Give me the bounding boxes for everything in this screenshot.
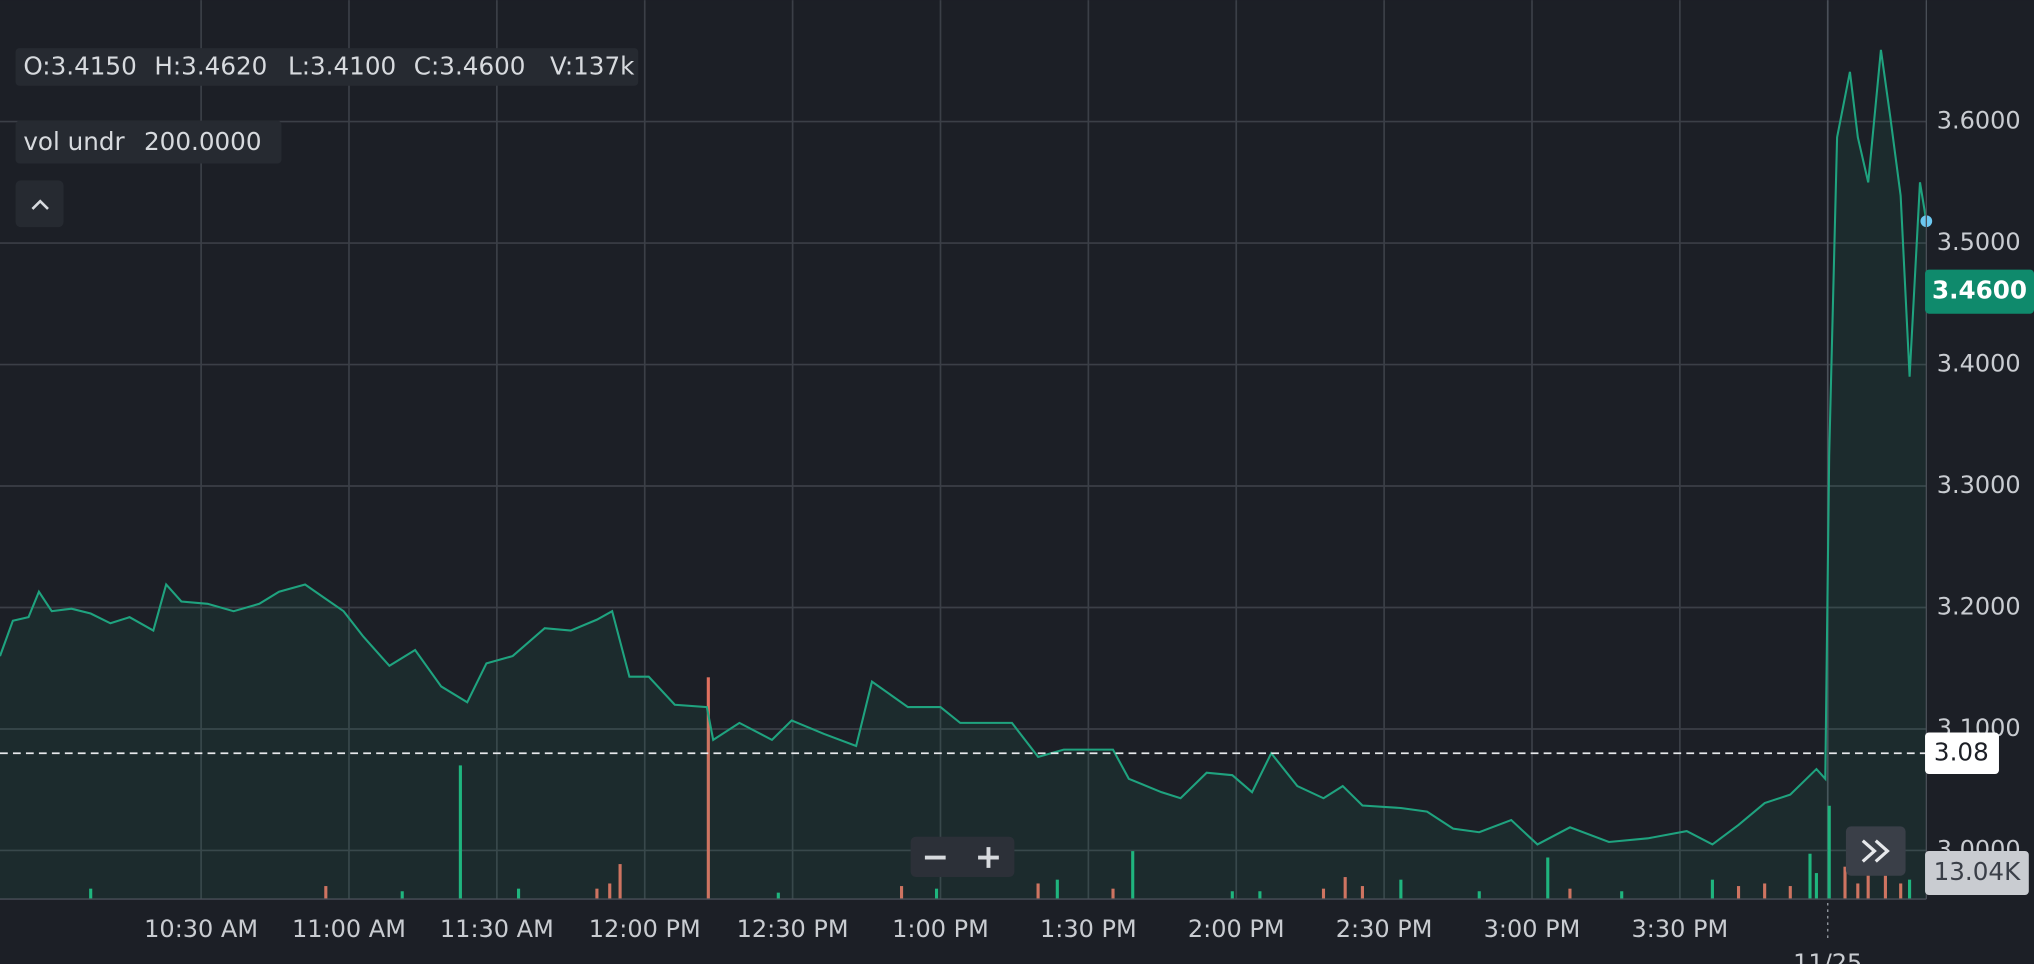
price-line-label: 3.08	[1934, 737, 1989, 766]
last-volume-badge	[1925, 850, 2029, 896]
x-tick-label: 3:30 PM	[1632, 915, 1729, 943]
zoom-controls	[910, 836, 1015, 877]
volume-bar	[1399, 879, 1403, 900]
volume-bar	[1036, 883, 1040, 900]
volume-bar	[400, 891, 404, 900]
volume-bar	[1055, 879, 1059, 900]
volume-bar	[1843, 866, 1847, 900]
volume-bar	[1258, 891, 1262, 900]
y-tick-label: 3.5000	[1937, 228, 2021, 256]
last-price-label: 3.4600	[1932, 276, 2027, 305]
x-tick-label: 2:30 PM	[1336, 915, 1433, 943]
volume-bar	[706, 677, 710, 900]
legend-item: L:3.4100	[288, 52, 396, 81]
volume-bar	[1343, 877, 1347, 900]
plot	[0, 49, 1933, 900]
volume-bar	[1736, 886, 1741, 900]
volume-bar	[899, 886, 904, 900]
x-tick-label: 12:00 PM	[589, 915, 701, 943]
volume-bar	[608, 883, 612, 900]
x-tick-label: 1:30 PM	[1040, 915, 1137, 943]
volume-bar	[1360, 886, 1364, 900]
volume-bar	[1477, 891, 1481, 900]
volume-bar	[1899, 883, 1903, 900]
volume-bar	[1788, 886, 1792, 900]
x-tick-label: 11/25	[1793, 949, 1862, 964]
caret-icon	[31, 199, 49, 210]
volume-bar	[1568, 888, 1572, 900]
x-tick-label: 11:00 AM	[292, 915, 406, 943]
x-tick-label: 11:30 AM	[440, 915, 554, 943]
volume-bar	[1546, 857, 1550, 900]
volume-bar	[89, 888, 93, 900]
indicator-name: vol undr	[23, 127, 125, 156]
scroll-to-end[interactable]	[1845, 826, 1906, 876]
indicator-box	[15, 120, 282, 164]
y-tick-label: 3.4000	[1937, 350, 2021, 378]
volume-bar	[1620, 891, 1624, 900]
volume-bar	[1827, 805, 1831, 900]
volume-bar	[1230, 891, 1234, 900]
zoom-in[interactable]	[978, 847, 999, 868]
x-tick-label: 2:00 PM	[1188, 915, 1285, 943]
legend-box	[15, 48, 639, 86]
legend-item: O:3.4150	[23, 52, 136, 81]
volume-bar	[595, 888, 599, 900]
x-tick-label: 12:30 PM	[737, 915, 849, 943]
volume-bar	[516, 888, 521, 900]
collapse-bg	[15, 180, 64, 228]
volume-bar	[1866, 873, 1870, 900]
indicator-value: 200.0000	[144, 127, 262, 156]
collapse-button[interactable]	[15, 180, 64, 228]
volume-bar	[1111, 888, 1115, 900]
price-line	[0, 49, 1928, 846]
legend-item: V:137k	[550, 52, 635, 81]
y-tick-label: 3.2000	[1937, 592, 2021, 620]
volume-bar	[618, 864, 622, 900]
price-line-badge	[1925, 732, 1999, 775]
volume-bar	[1808, 853, 1812, 900]
last-price-badge	[1925, 269, 2034, 314]
volume-bar	[1814, 873, 1818, 900]
x-tick-label: 1:00 PM	[892, 915, 989, 943]
volume-bar	[458, 765, 462, 900]
volume-bar	[1883, 875, 1887, 900]
legend-item: C:3.4600	[414, 52, 526, 81]
double-arrow-icon	[1861, 839, 1890, 863]
volume-bar	[1321, 888, 1326, 900]
legend: O:3.4150 H:3.4620 L:3.4100 C:3.4600 V:137k	[23, 52, 635, 81]
volume-bar	[1131, 851, 1135, 900]
volume-bar	[1908, 879, 1912, 900]
x-tick-label: 10:30 AM	[144, 915, 258, 943]
volume-bar	[1763, 883, 1767, 900]
volume-bar	[324, 886, 328, 900]
legend-item: H:3.4620	[154, 52, 267, 81]
y-tick-label: 3.3000	[1937, 471, 2021, 499]
volume-bar	[1856, 883, 1860, 900]
price-area	[0, 49, 1927, 900]
x-tick-label: 3:00 PM	[1484, 915, 1581, 943]
volume-bar	[776, 892, 780, 900]
volume-bar	[934, 888, 939, 900]
last-volume-label: 13.04K	[1934, 857, 2021, 886]
y-tick-label: 3.6000	[1937, 107, 2021, 135]
volume-bar	[1710, 879, 1714, 900]
